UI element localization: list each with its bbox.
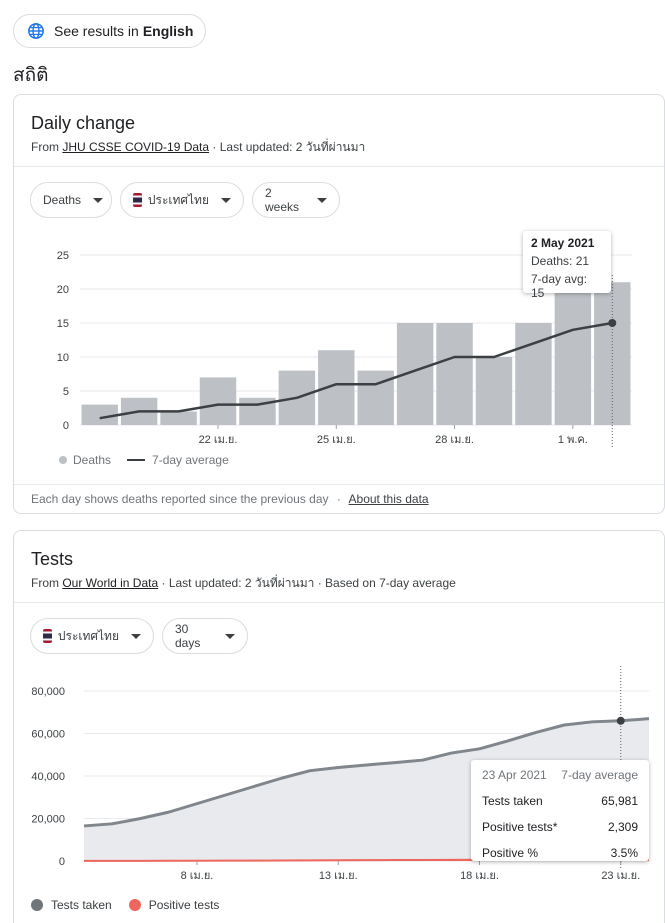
deaths-bar <box>475 357 513 425</box>
tests-tooltip: 23 Apr 2021 7-day average Tests taken 65… <box>471 760 649 861</box>
metric-dropdown[interactable]: Deaths <box>30 182 112 218</box>
tests-card: Tests From Our World in Data · Last upda… <box>13 530 665 923</box>
daily-change-card: Daily change From JHU CSSE COVID-19 Data… <box>13 94 665 514</box>
tests-legend-label: Tests taken <box>51 898 112 912</box>
chevron-down-icon <box>317 197 327 203</box>
owid-source-link[interactable]: Our World in Data <box>62 576 159 590</box>
tooltip-row-value: 65,981 <box>601 794 638 808</box>
card-divider <box>14 602 664 603</box>
tests-range-label: 30 days <box>175 622 201 650</box>
tests-country-dropdown[interactable]: ประเทศไทย <box>30 618 154 654</box>
see-results-prefix: See results in <box>54 23 139 39</box>
tooltip-date: 2 May 2021 <box>531 236 595 250</box>
tooltip-row-value: 2,309 <box>607 820 638 834</box>
hover-point <box>608 319 617 327</box>
y-tick-label: 15 <box>57 318 69 330</box>
x-tick-label: 18 เม.ย. <box>460 870 499 882</box>
tooltip-row: Tests taken 65,981 <box>482 794 638 808</box>
y-tick-label: 60,000 <box>31 729 65 741</box>
tests-legend: Tests taken Positive tests <box>31 898 219 912</box>
tests-line <box>83 717 650 828</box>
footer-separator: · <box>336 492 341 506</box>
x-tick-label: 8 เม.ย. <box>181 870 214 882</box>
tooltip-avg: 7-day avg: 15 <box>531 272 588 300</box>
country-dropdown-label: ประเทศไทย <box>147 192 209 207</box>
footer-note: Each day shows deaths reported since the… <box>31 492 329 506</box>
deaths-bar <box>199 377 237 425</box>
tests-source: From Our World in Data · Last updated: 2… <box>31 574 456 593</box>
deaths-legend-swatch <box>59 456 67 464</box>
thailand-flag-icon <box>133 193 142 207</box>
tooltip-row-label: Positive tests* <box>482 820 558 834</box>
tooltip-row-label: Tests taken <box>482 794 543 808</box>
positive-legend-swatch <box>128 899 141 911</box>
daily-legend: Deaths 7-day average <box>59 453 229 467</box>
avg-legend-label: 7-day average <box>152 453 229 467</box>
tests-country-label: ประเทศไทย <box>57 628 119 643</box>
daily-change-source: From JHU CSSE COVID-19 Data · Last updat… <box>31 138 365 157</box>
section-title: สถิติ <box>13 65 49 86</box>
tooltip-row-value: 3.5% <box>610 846 638 860</box>
x-tick-label: 1 พ.ค. <box>558 434 588 446</box>
tooltip-row-label: Positive % <box>482 846 539 860</box>
y-tick-label: 20 <box>57 284 69 296</box>
metric-dropdown-label: Deaths <box>43 193 82 207</box>
y-tick-label: 25 <box>57 250 69 262</box>
hover-point <box>616 716 625 725</box>
deaths-legend-label: Deaths <box>73 453 112 467</box>
footer-divider <box>14 484 664 485</box>
y-tick-label: 20,000 <box>31 814 65 826</box>
x-tick-label: 22 เม.ย. <box>199 434 238 446</box>
daily-change-title: Daily change <box>31 113 136 133</box>
y-tick-label: 5 <box>63 386 69 398</box>
tooltip-row: Positive % 3.5% <box>482 846 638 860</box>
avg-legend-swatch <box>127 459 146 461</box>
tooltip-date: 23 Apr 2021 <box>482 768 547 782</box>
chevron-down-icon <box>221 197 231 203</box>
y-tick-label: 80,000 <box>31 686 65 698</box>
tests-legend-swatch <box>31 899 43 911</box>
about-this-data-link[interactable]: About this data <box>348 492 429 506</box>
y-tick-label: 10 <box>57 352 69 364</box>
tooltip-header: 23 Apr 2021 7-day average <box>482 768 638 782</box>
x-tick-label: 25 เม.ย. <box>317 434 356 446</box>
y-tick-label: 0 <box>63 420 69 432</box>
y-tick-label: 0 <box>59 856 65 868</box>
source-prefix: From <box>31 140 59 154</box>
see-results-in-english-button[interactable]: See results in English <box>13 14 206 48</box>
see-results-language: English <box>142 23 194 39</box>
tooltip-deaths: Deaths: 21 <box>531 254 590 268</box>
deaths-bar <box>436 323 473 425</box>
range-dropdown[interactable]: 2 weeks <box>252 182 340 218</box>
tests-range-dropdown[interactable]: 30 days <box>162 618 248 654</box>
daily-tooltip: 2 May 2021 Deaths: 21 7-day avg: 15 <box>523 231 611 300</box>
globe-icon <box>28 23 44 39</box>
tooltip-row: Positive tests* 2,309 <box>482 820 638 834</box>
positive-legend-label: Positive tests <box>148 898 220 912</box>
range-dropdown-label: 2 weeks <box>265 186 300 214</box>
deaths-bar <box>160 411 197 425</box>
thailand-flag-icon <box>43 629 52 643</box>
avg-line <box>99 321 613 420</box>
country-dropdown[interactable]: ประเทศไทย <box>120 182 244 218</box>
chevron-down-icon <box>93 197 104 203</box>
x-tick-label: 13 เม.ย. <box>319 870 358 882</box>
daily-footer: Each day shows deaths reported since the… <box>31 492 429 506</box>
y-tick-label: 40,000 <box>31 771 65 783</box>
deaths-bar <box>81 404 118 425</box>
last-updated: · Last updated: 2 วันที่ผ่านมา <box>212 140 366 154</box>
chevron-down-icon <box>131 633 141 639</box>
x-tick-label: 28 เม.ย. <box>435 434 474 446</box>
daily-change-chart[interactable]: 0 5 10 15 20 25 22 เม.ย. 25 เม.ย. 28 เม.ย. 1 พ.ค. <box>14 235 664 505</box>
card-divider <box>14 166 664 167</box>
tooltip-mode: 7-day average <box>561 768 638 782</box>
source-prefix: From <box>31 576 59 590</box>
tests-title: Tests <box>31 549 74 569</box>
chevron-down-icon <box>225 633 235 639</box>
x-tick-label: 23 เม.ย. <box>601 870 640 882</box>
last-updated: · Last updated: 2 วันที่ผ่านมา · Based o… <box>161 576 456 590</box>
deaths-bar <box>554 289 592 425</box>
jhu-source-link[interactable]: JHU CSSE COVID-19 Data <box>62 140 210 154</box>
